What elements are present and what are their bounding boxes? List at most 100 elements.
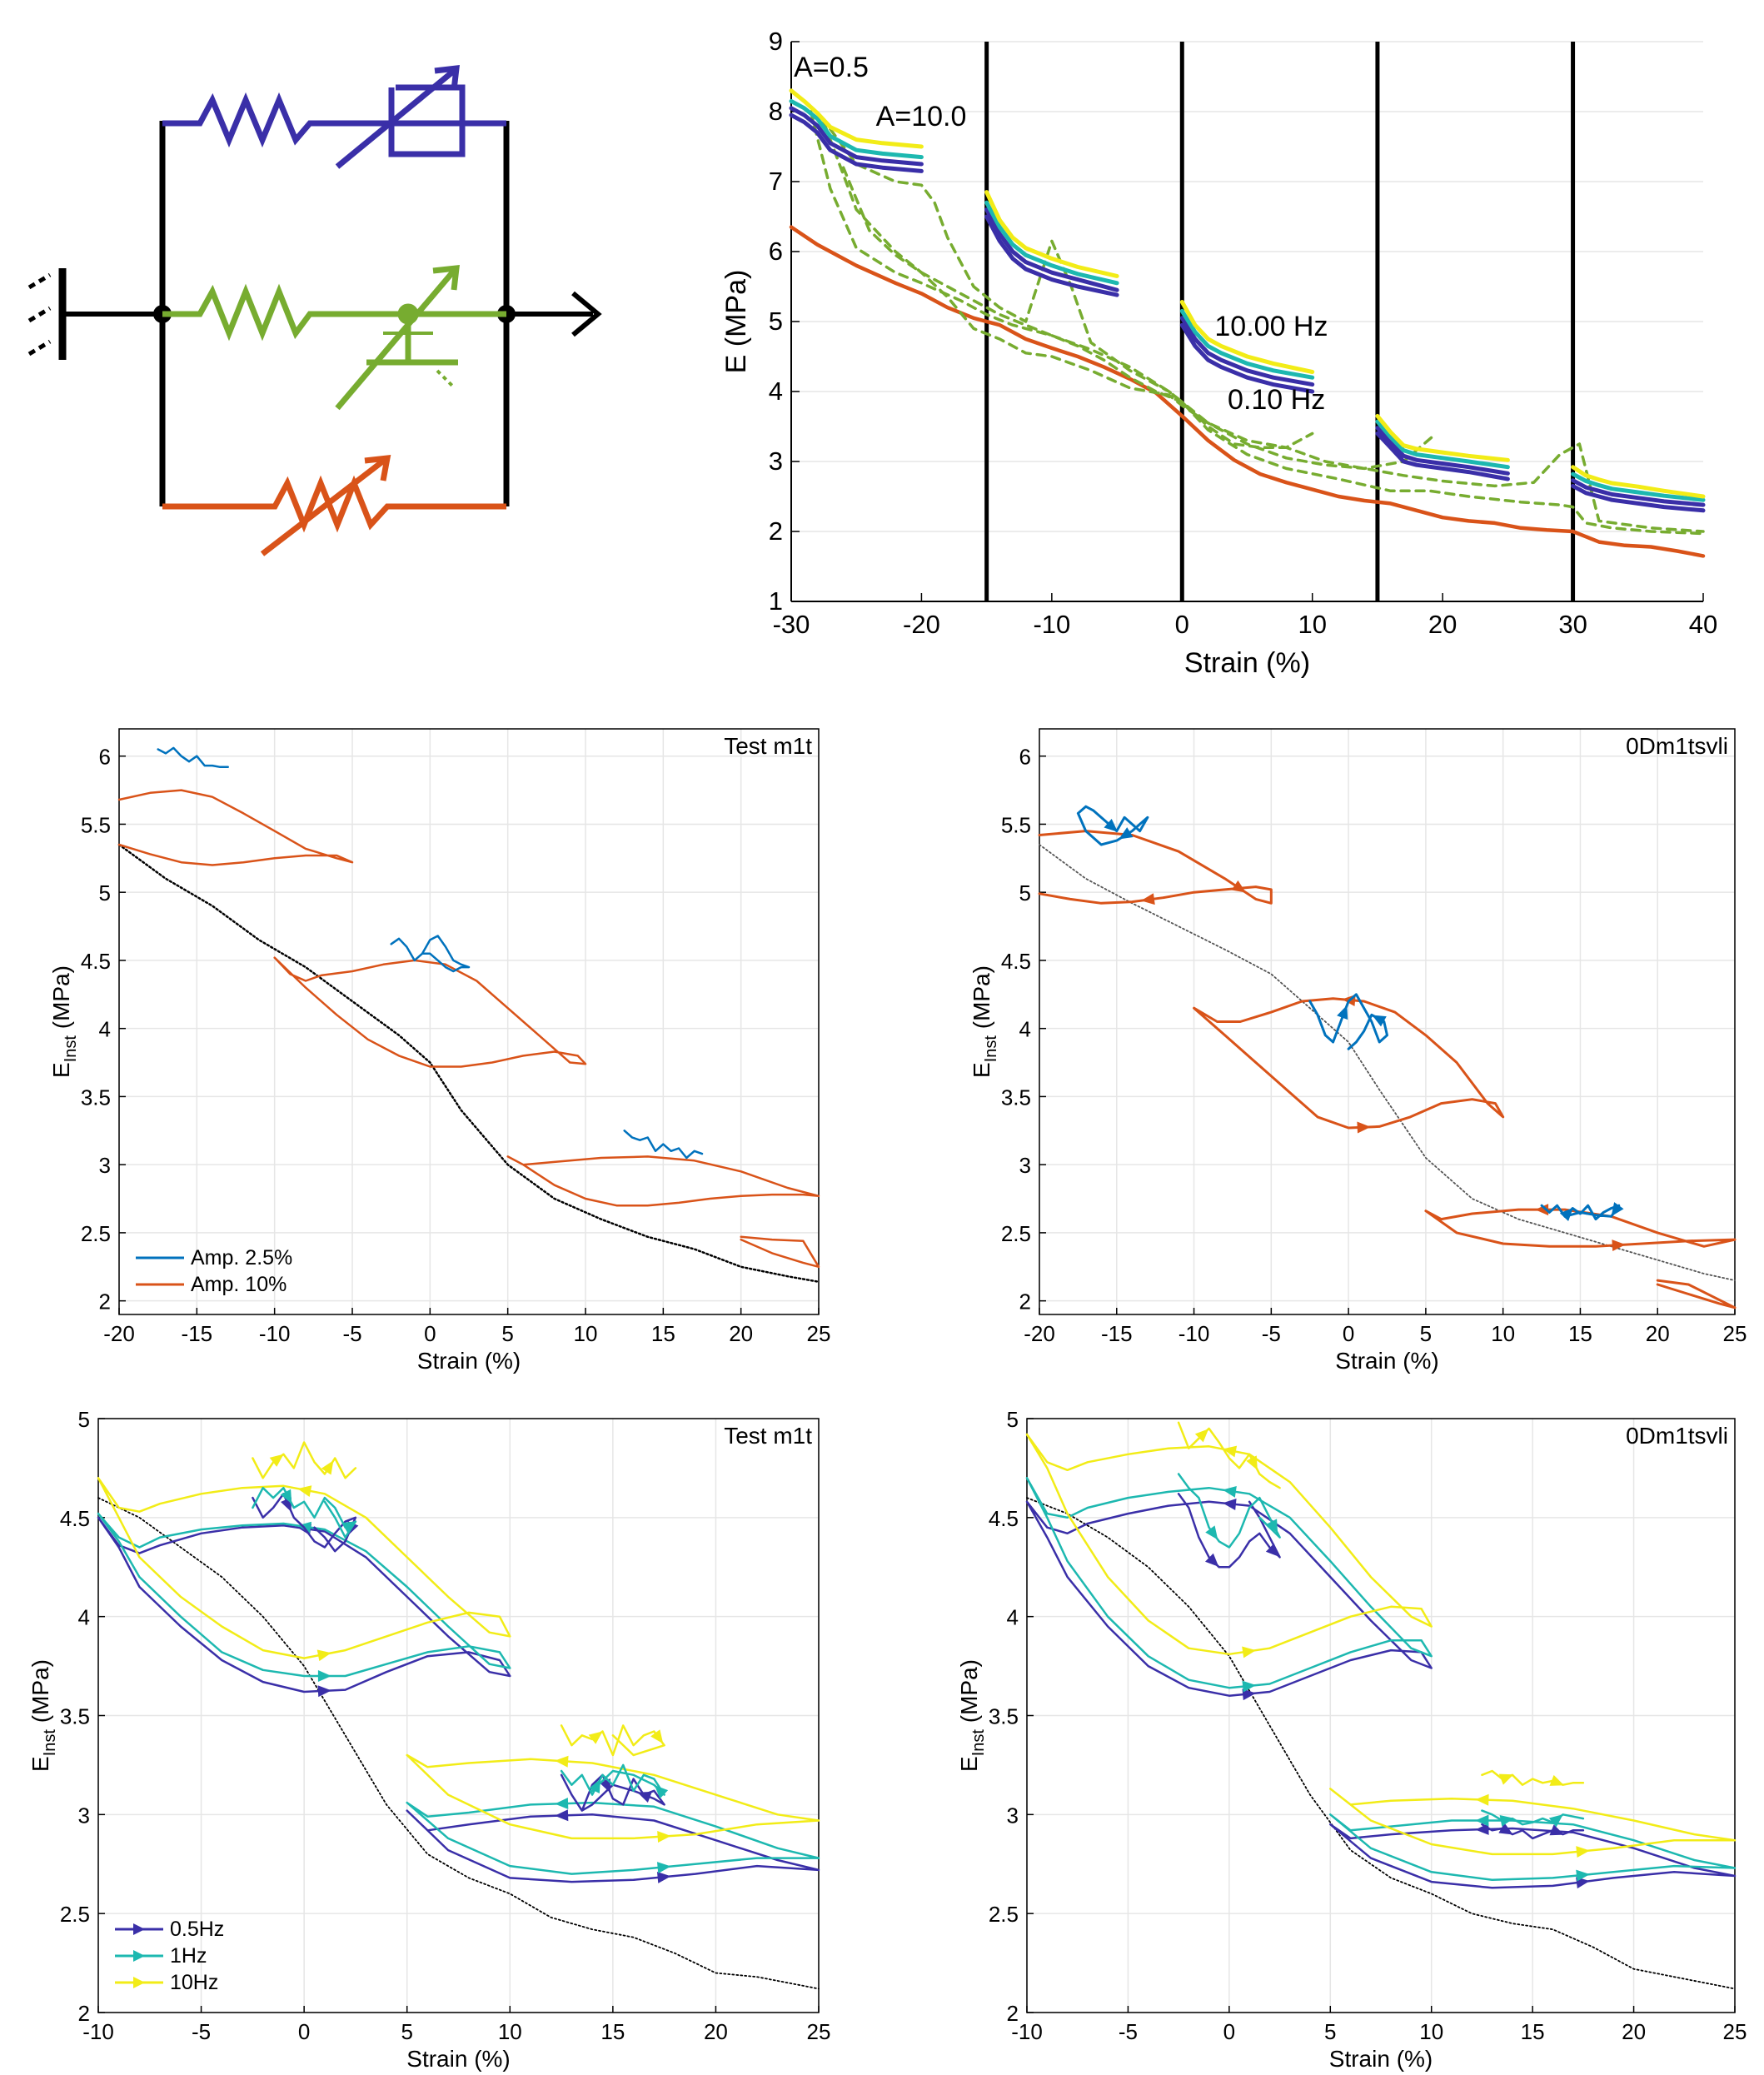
series-line-blue xyxy=(1076,805,1149,846)
x-tick-label: -15 xyxy=(1101,1321,1133,1346)
x-tick-label: -5 xyxy=(1119,2019,1138,2044)
direction-arrow-icon xyxy=(1242,1680,1257,1693)
x-tick-label: 20 xyxy=(729,1321,753,1346)
direction-arrow-icon xyxy=(1204,1553,1219,1567)
y-tick-label: 3 xyxy=(769,446,783,476)
x-tick-label: -5 xyxy=(1262,1321,1281,1346)
direction-arrow-icon xyxy=(1104,818,1119,832)
chart-title: Test m1t xyxy=(724,733,812,759)
series-line-blue xyxy=(1540,1204,1621,1221)
x-tick-label: 5 xyxy=(501,1321,513,1346)
y-tick-label: 4.5 xyxy=(989,1506,1019,1531)
series-line-orange xyxy=(117,789,354,866)
series-line-yellow xyxy=(1025,1433,1433,1656)
direction-arrow-icon xyxy=(654,1785,669,1799)
chart-mid-right: -20 -15 -10 -5 0 5 10 15 20 25 2 2.5 3 3.5 4 4.5 5 5.5 6 St… xyxy=(969,728,1747,1374)
legend: Amp. 2.5% Amp. 10% xyxy=(136,1246,292,1296)
x-tick-label: -20 xyxy=(1024,1321,1055,1346)
y-tick-label: 2.5 xyxy=(81,1221,111,1246)
direction-arrow-icon xyxy=(1611,1202,1624,1217)
y-tick-label: 2.5 xyxy=(60,1902,90,1927)
x-tick-label: -10 xyxy=(82,2019,114,2044)
x-tick-label: -5 xyxy=(342,1321,361,1346)
series-line-orange xyxy=(740,1235,820,1269)
direction-arrow-icon xyxy=(321,1460,334,1475)
chart-title: Test m1t xyxy=(724,1423,812,1449)
direction-arrow-icon xyxy=(1372,1015,1387,1027)
series-line-purple xyxy=(1179,316,1315,387)
direction-arrow-icon xyxy=(1242,1688,1257,1701)
direction-arrow-icon xyxy=(1475,1793,1489,1806)
y-tick-label: 2 xyxy=(1019,1289,1031,1314)
series-line-cyan xyxy=(1179,308,1315,380)
y-tick-label: 3.5 xyxy=(989,1704,1019,1729)
x-tick-label: 10 xyxy=(574,1321,598,1346)
x-tick-label: -10 xyxy=(259,1321,291,1346)
series-line-cyan xyxy=(1025,1477,1433,1689)
series-line-orange xyxy=(273,956,587,1068)
x-tick-label: 0 xyxy=(1175,610,1189,639)
spring-icon xyxy=(162,92,391,148)
x-tick-label: 25 xyxy=(1723,1321,1747,1346)
direction-arrow-icon xyxy=(1357,1121,1371,1134)
legend-label: Amp. 2.5% xyxy=(191,1246,292,1269)
direction-arrow-icon xyxy=(1205,1525,1218,1540)
chart-title: 0Dm1tsvli xyxy=(1626,1423,1728,1449)
y-tick-label: 2.5 xyxy=(1001,1221,1031,1246)
y-tick-label: 2 xyxy=(1007,2001,1019,2026)
y-tick-label: 4 xyxy=(78,1605,90,1630)
series-line-orange xyxy=(1656,1279,1737,1309)
direction-arrow-icon xyxy=(1535,1204,1549,1216)
direction-arrow-icon xyxy=(1548,1814,1563,1828)
direction-arrow-icon xyxy=(316,1649,331,1662)
series-line-cyan xyxy=(97,1512,511,1678)
series-line-purple xyxy=(1375,431,1510,481)
series-line-yellow xyxy=(1329,1788,1737,1856)
direction-arrow-icon xyxy=(1498,1773,1514,1785)
x-tick-label: 20 xyxy=(704,2019,728,2044)
series-line-orange xyxy=(1038,830,1273,905)
series-line-cyan xyxy=(1177,1473,1281,1549)
y-tick-label: 3 xyxy=(1007,1803,1019,1828)
y-tick-label: 7 xyxy=(769,167,783,196)
y-tick-label: 5.5 xyxy=(1001,812,1031,837)
series-line-cyan xyxy=(1571,471,1706,502)
x-tick-label: 40 xyxy=(1689,610,1717,639)
y-tick-label: 5 xyxy=(769,307,783,336)
legend-label: 10Hz xyxy=(170,1971,218,1994)
series-line-cyan xyxy=(789,98,924,160)
series-line-purple xyxy=(1177,1493,1281,1569)
direction-arrow-icon xyxy=(317,1685,331,1698)
x-tick-label: 20 xyxy=(1622,2019,1646,2044)
x-tick-label: -10 xyxy=(1033,610,1070,639)
direction-arrow-icon xyxy=(657,1831,671,1843)
x-tick-label: 5 xyxy=(1324,2019,1336,2044)
direction-arrow-icon xyxy=(1475,1814,1489,1827)
direction-arrow-icon xyxy=(1119,827,1134,840)
direction-arrow-icon xyxy=(280,1489,292,1504)
x-tick-label: 15 xyxy=(1521,2019,1545,2044)
y-tick-label: 3 xyxy=(99,1153,111,1178)
series-line-cyan xyxy=(560,1763,665,1796)
y-tick-label: 3.5 xyxy=(1001,1085,1031,1110)
series-line-yellow xyxy=(406,1753,820,1840)
y-tick-label: 5 xyxy=(78,1407,90,1432)
fixed-wall-icon xyxy=(27,268,67,360)
y-tick-label: 3 xyxy=(1019,1153,1031,1178)
y-tick-label: 6 xyxy=(1019,745,1031,770)
direction-arrow-icon xyxy=(1266,1519,1278,1534)
direction-arrow-icon xyxy=(1549,1824,1564,1836)
series-line-yellow xyxy=(1481,1769,1585,1786)
direction-arrow-icon xyxy=(1242,1646,1257,1659)
series-line-cyan xyxy=(1329,1813,1737,1882)
series-line-purple xyxy=(1375,426,1510,476)
direction-arrow-icon xyxy=(1194,1429,1209,1443)
y-axis-label: EInst (MPa) xyxy=(969,965,1000,1078)
y-tick-label: 2 xyxy=(769,516,783,546)
legend: 0.5Hz 1Hz 10Hz xyxy=(115,1918,224,1994)
x-tick-label: 15 xyxy=(651,1321,675,1346)
legend-arrow-icon xyxy=(133,1950,145,1962)
series-line-purple xyxy=(789,106,924,167)
y-tick-label: 4.5 xyxy=(1001,949,1031,974)
